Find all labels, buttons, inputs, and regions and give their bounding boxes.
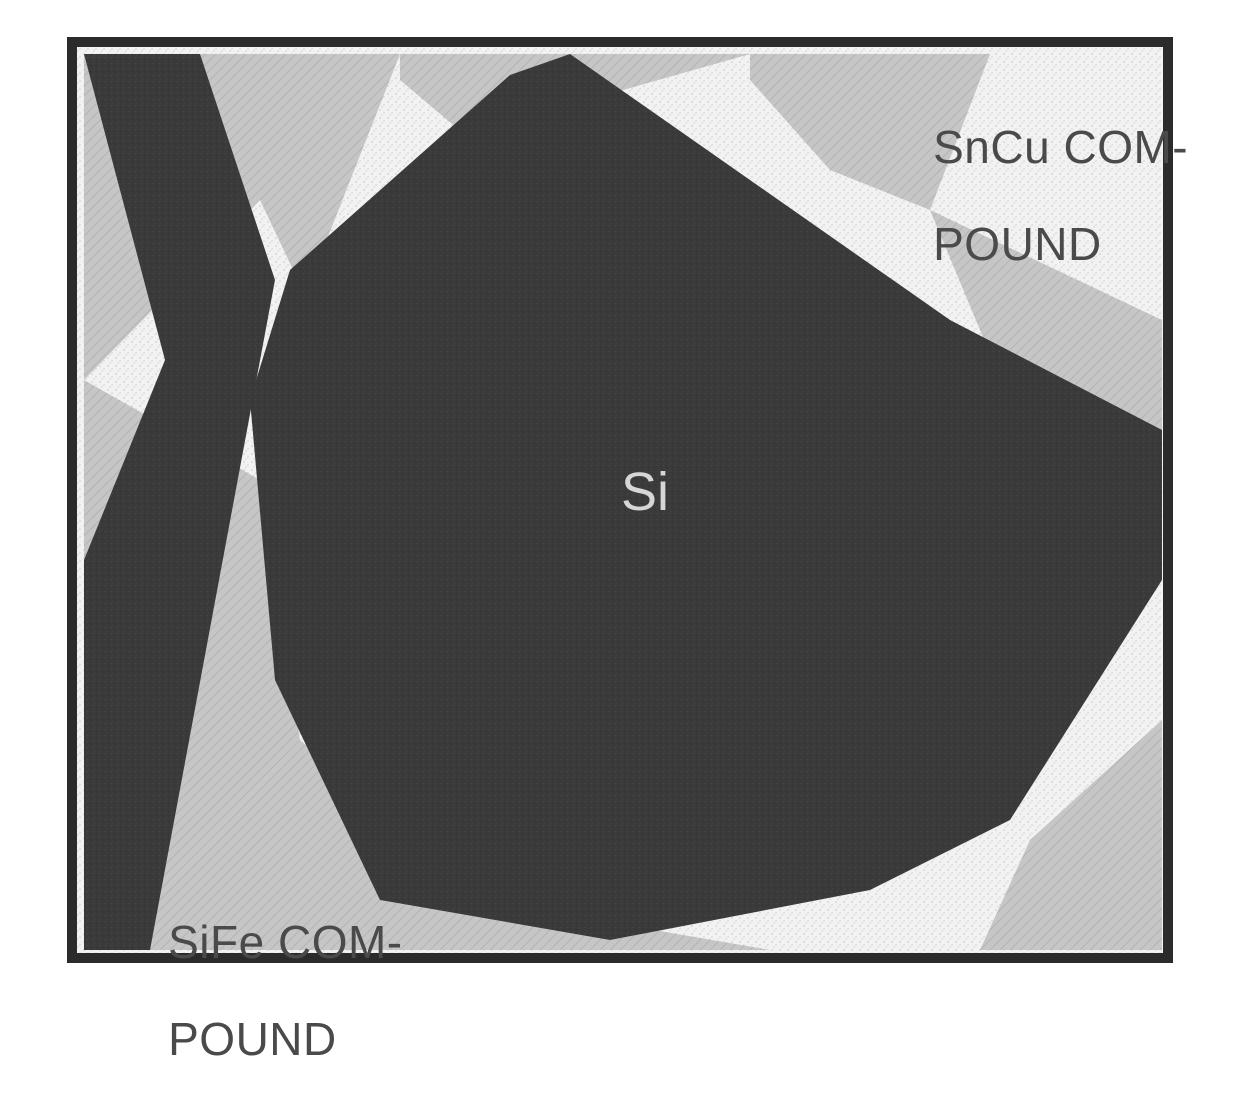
label-sife-line1: SiFe COM- bbox=[168, 916, 403, 968]
label-si: Si bbox=[621, 462, 669, 522]
microstructure-figure: Si SnCu COM- POUND SiFe COM- POUND bbox=[0, 0, 1242, 1044]
label-sncu: SnCu COM- POUND bbox=[880, 75, 1188, 316]
label-sife-line2: POUND bbox=[168, 1013, 337, 1065]
label-sife: SiFe COM- POUND bbox=[115, 870, 403, 1111]
label-sncu-line2: POUND bbox=[933, 218, 1102, 270]
label-sncu-line1: SnCu COM- bbox=[933, 121, 1188, 173]
